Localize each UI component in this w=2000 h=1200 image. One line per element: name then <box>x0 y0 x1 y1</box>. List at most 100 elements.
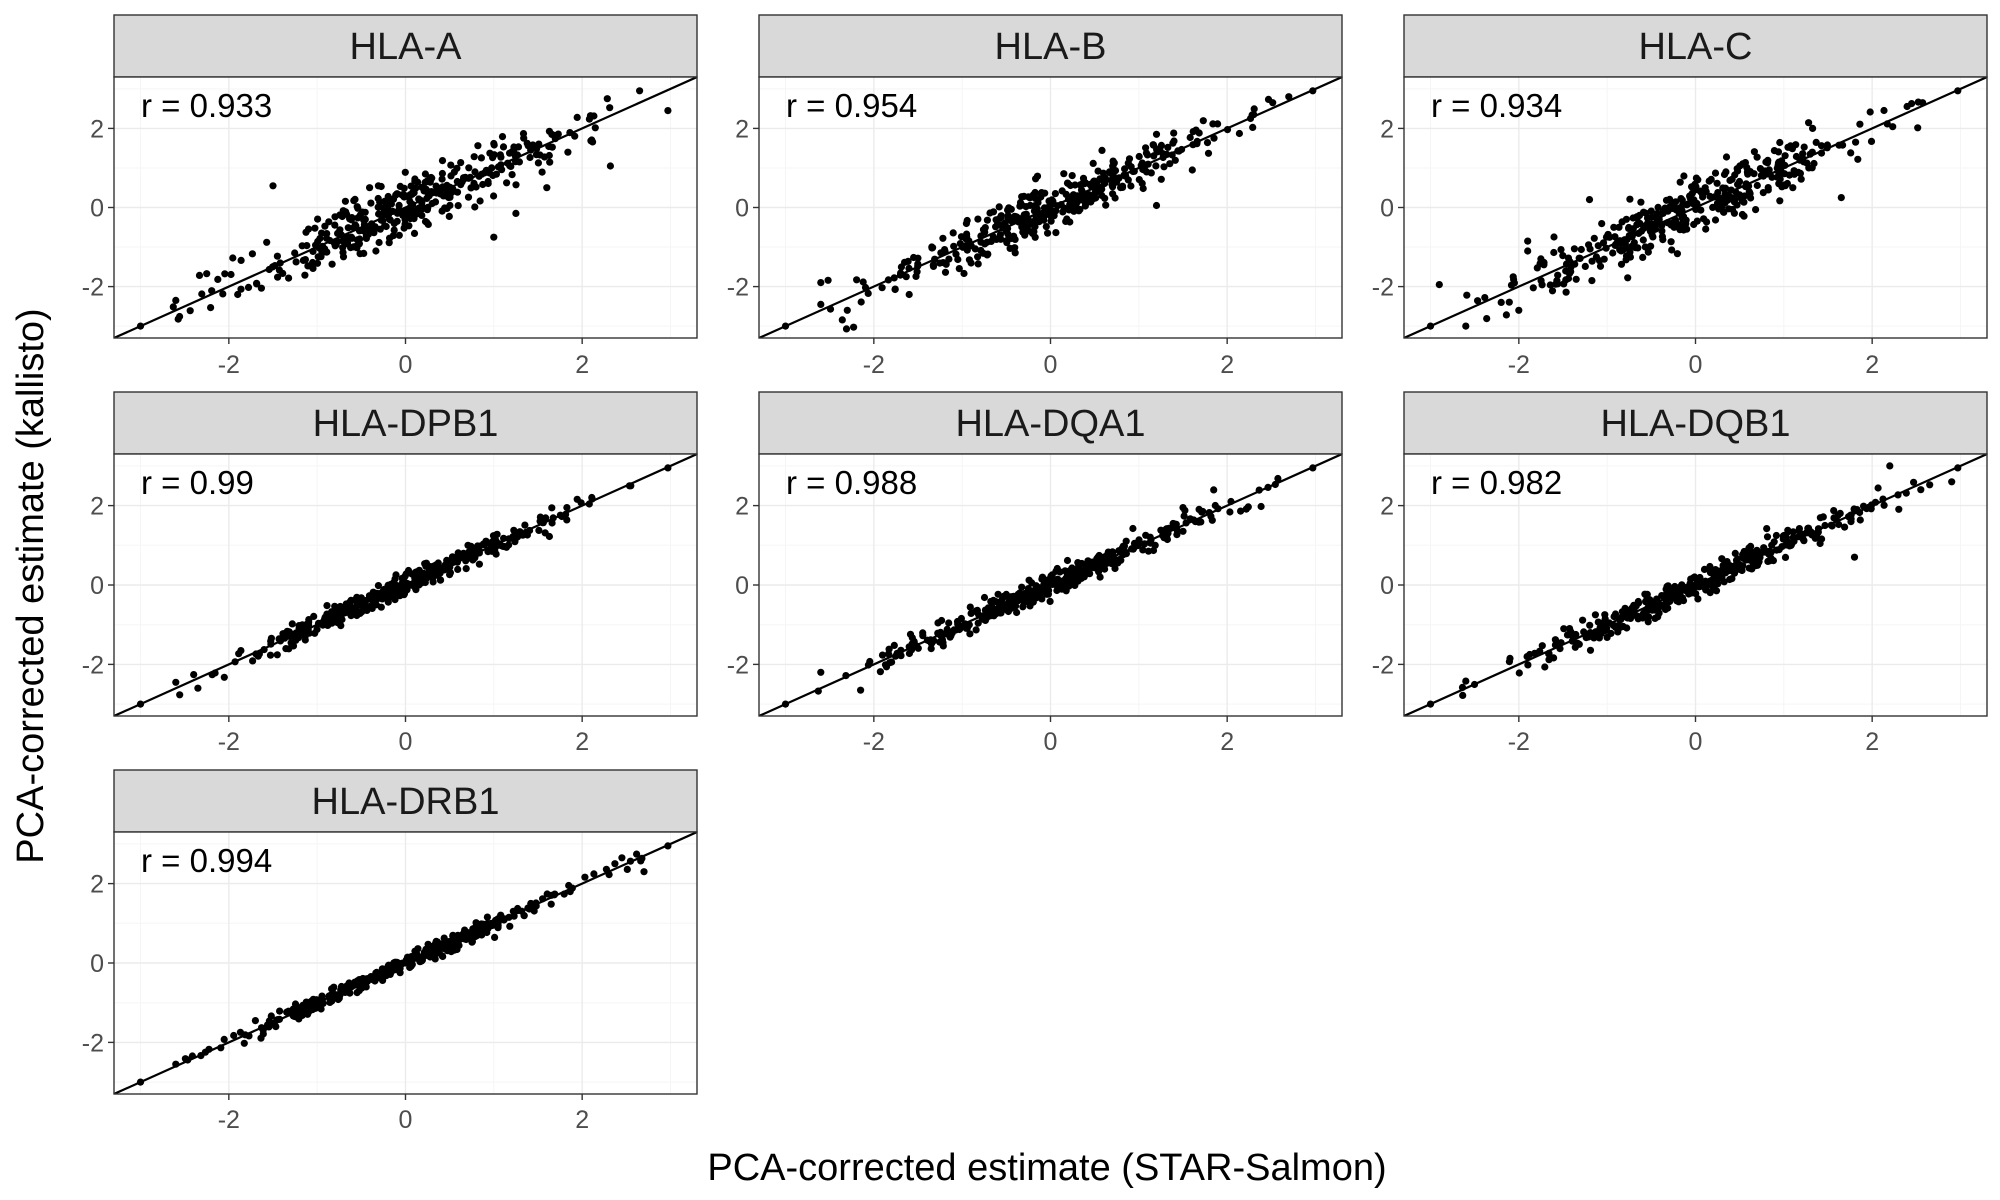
data-point <box>492 543 500 551</box>
data-point <box>864 289 872 297</box>
data-point <box>563 516 571 524</box>
data-point <box>585 500 593 508</box>
data-point <box>550 891 558 899</box>
data-point <box>1703 218 1711 226</box>
data-point <box>1271 480 1279 489</box>
data-point <box>1847 149 1855 157</box>
data-point <box>1582 634 1590 642</box>
data-point <box>475 560 483 568</box>
data-point <box>974 260 982 268</box>
data-point <box>1537 255 1545 263</box>
data-point <box>1814 525 1823 533</box>
data-point <box>640 868 648 876</box>
data-point <box>490 151 498 159</box>
data-point <box>446 571 454 579</box>
data-point <box>382 222 390 231</box>
data-point <box>546 158 554 166</box>
x-tick-label: 0 <box>1689 728 1703 756</box>
data-point <box>418 211 426 219</box>
data-point <box>291 249 299 257</box>
data-point <box>1775 180 1783 188</box>
data-point <box>301 632 309 640</box>
data-point <box>281 629 289 637</box>
data-points <box>781 464 1317 708</box>
data-point <box>1692 174 1700 182</box>
data-point <box>1604 230 1612 239</box>
x-tick-label: 2 <box>1865 728 1879 756</box>
data-point <box>347 612 355 620</box>
data-point <box>402 958 410 966</box>
data-point <box>362 232 370 240</box>
data-point <box>1796 169 1804 177</box>
data-point <box>490 233 498 241</box>
data-point <box>1186 133 1194 142</box>
data-point <box>1552 280 1560 288</box>
facet-strip <box>1403 391 1988 455</box>
data-point <box>1242 505 1250 513</box>
data-point <box>1714 580 1722 588</box>
data-point <box>1042 223 1050 231</box>
data-point <box>949 229 957 237</box>
data-point <box>329 610 337 618</box>
data-point <box>1075 196 1083 204</box>
data-point <box>1639 610 1647 618</box>
data-point <box>1052 229 1060 237</box>
data-point <box>356 250 364 258</box>
data-point <box>1651 214 1660 222</box>
data-point <box>318 996 326 1005</box>
data-point <box>1144 547 1153 555</box>
data-point <box>207 304 215 312</box>
data-point <box>984 250 992 258</box>
data-point <box>1752 206 1760 214</box>
data-point <box>452 554 460 562</box>
data-point <box>974 215 982 223</box>
data-point <box>1047 201 1055 209</box>
data-point <box>1462 322 1470 330</box>
data-point <box>1210 486 1218 494</box>
data-point <box>1264 483 1272 491</box>
data-point <box>1651 614 1659 623</box>
data-point <box>987 597 995 606</box>
data-point <box>1775 158 1783 166</box>
data-point <box>1852 138 1860 146</box>
data-point <box>1677 593 1685 602</box>
data-point <box>1835 520 1843 529</box>
data-point <box>1554 271 1562 279</box>
data-point <box>1784 526 1792 534</box>
data-point <box>410 582 418 590</box>
data-point <box>438 169 446 178</box>
data-point <box>1250 105 1258 113</box>
data-point <box>407 182 415 190</box>
data-point <box>1007 205 1015 213</box>
data-point <box>902 273 910 281</box>
data-point <box>1515 306 1523 314</box>
data-point <box>904 257 912 265</box>
data-point <box>966 630 974 638</box>
data-point <box>1483 315 1491 323</box>
data-point <box>176 312 184 321</box>
x-tick-label: 2 <box>575 1106 589 1134</box>
data-point <box>403 586 411 594</box>
data-point <box>311 629 319 637</box>
data-point <box>1001 219 1009 227</box>
data-point <box>1860 502 1868 510</box>
data-point <box>292 258 300 266</box>
data-point <box>234 290 242 299</box>
data-point <box>441 204 449 212</box>
data-point <box>527 146 535 154</box>
data-point <box>520 134 528 142</box>
data-point <box>1602 244 1610 252</box>
data-point <box>1627 231 1635 239</box>
data-point <box>269 182 277 190</box>
data-point <box>1753 546 1761 554</box>
data-point <box>271 262 279 270</box>
data-point <box>504 159 512 167</box>
data-point <box>1672 206 1680 214</box>
data-point <box>1592 628 1600 636</box>
data-point <box>1837 194 1845 202</box>
data-point <box>460 935 468 943</box>
data-point <box>1199 117 1207 125</box>
x-tick-label: 0 <box>1044 351 1058 379</box>
data-point <box>258 1024 266 1032</box>
data-point <box>1761 546 1769 555</box>
